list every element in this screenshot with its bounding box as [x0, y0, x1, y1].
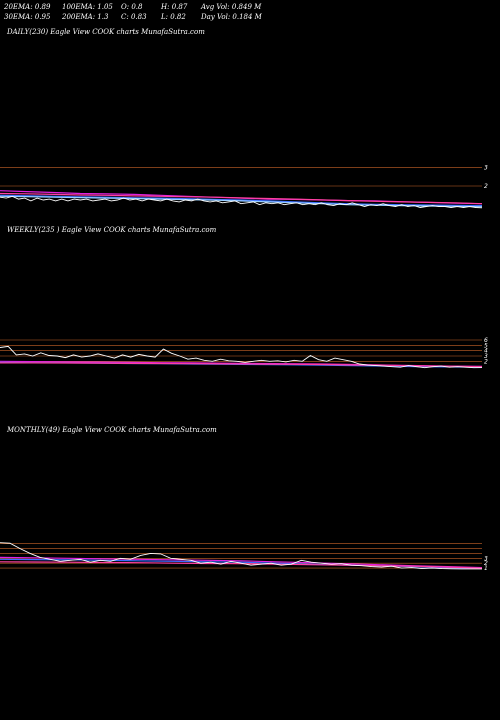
ema-line-magenta — [0, 556, 483, 569]
ema-line-pink — [0, 192, 483, 205]
stat-low: L: 0.82 — [161, 13, 186, 21]
ema-line-pink — [0, 362, 483, 368]
y-tick-label: 4 — [484, 348, 488, 355]
y-tick-label: 6 — [484, 337, 488, 344]
price-line — [0, 195, 483, 209]
stat-open: O: 0.8 — [121, 3, 143, 11]
y-tick-label: 3 — [484, 353, 488, 360]
y-tick-label: 3 — [484, 164, 488, 171]
stat-day-vol: Day Vol: 0.184 M — [201, 13, 262, 21]
y-tick-label: 2 — [484, 560, 488, 567]
y-tick-label: 2 — [484, 183, 488, 190]
y-tick-label: 3 — [484, 555, 488, 562]
stat-close: C: 0.83 — [121, 13, 147, 21]
stat-avg-vol: Avg Vol: 0.849 M — [201, 3, 262, 11]
y-tick-label: 2 — [484, 358, 488, 365]
weekly-panel-title: WEEKLY(235 ) Eagle View COOK charts Muna… — [7, 226, 217, 234]
stat-ema20: 20EMA: 0.89 — [4, 3, 51, 11]
y-tick-label: 5 — [484, 342, 488, 349]
stats-header: 20EMA: 0.89 100EMA: 1.05 O: 0.8 H: 0.87 … — [0, 0, 500, 22]
ema-line-lightblue — [0, 195, 483, 208]
monthly-panel-title: MONTHLY(49) Eagle View COOK charts Munaf… — [7, 426, 217, 434]
stat-ema100: 100EMA: 1.05 — [62, 3, 113, 11]
y-tick-label: 1 — [484, 565, 488, 572]
price-line — [0, 345, 483, 369]
stat-high: H: 0.87 — [161, 3, 188, 11]
stat-ema200: 200EMA: 1.3 — [62, 13, 109, 21]
price-line — [0, 542, 482, 570]
monthly-chart: 321 — [0, 542, 488, 572]
ema-line-pink — [0, 561, 483, 569]
stat-ema30: 30EMA: 0.95 — [4, 13, 51, 21]
daily-panel-title: DAILY(230) Eagle View COOK charts Munafa… — [7, 28, 205, 36]
daily-chart: 32 — [0, 164, 488, 209]
